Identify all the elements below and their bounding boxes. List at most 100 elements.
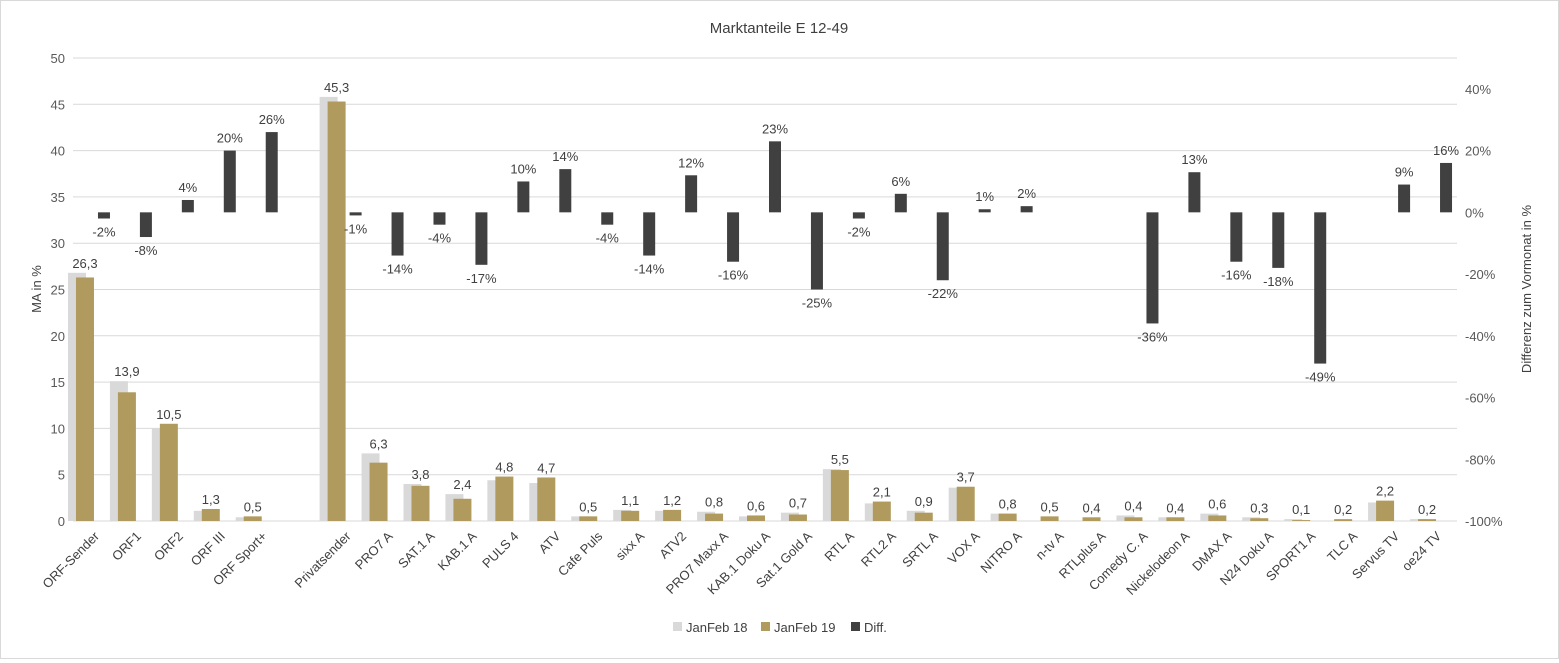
y2-tick-label: 0% <box>1465 205 1484 220</box>
data-label-diff: -14% <box>382 262 413 277</box>
category-label: ATV <box>536 528 564 556</box>
bar-diff <box>139 212 152 238</box>
y2-tick-label: 20% <box>1465 144 1491 159</box>
data-labels: 26,3 -2% 13,9 -8% 10,5 4% 1,3 20% 0,5 26% 45,3 -1% 6… <box>72 80 1459 517</box>
data-label-diff: -49% <box>1305 370 1336 385</box>
data-label-janfeb19: 1,3 <box>202 492 220 507</box>
legend-swatch <box>761 622 770 631</box>
data-label-janfeb19: 1,1 <box>621 493 639 508</box>
data-label-diff: 20% <box>217 131 243 146</box>
data-label-diff: 4% <box>178 180 197 195</box>
y-tick-label: 35 <box>51 190 65 205</box>
bar-janfeb19 <box>1334 519 1353 521</box>
y2-tick-label: -20% <box>1465 267 1496 282</box>
legend-label: JanFeb 19 <box>774 620 835 635</box>
data-label-diff: -14% <box>634 262 665 277</box>
data-label-diff: -4% <box>596 231 620 246</box>
category-label: KAB.1 A <box>435 528 480 573</box>
bar-janfeb19 <box>411 485 430 521</box>
data-label-janfeb19: 0,6 <box>1208 497 1226 512</box>
bar-diff <box>643 212 656 256</box>
bar-diff <box>1230 212 1243 262</box>
category-label: sixx A <box>613 528 648 563</box>
data-label-diff: -17% <box>466 271 497 286</box>
bar-diff <box>349 212 362 216</box>
category-label: ORF1 <box>109 529 144 564</box>
data-label-diff: -2% <box>847 225 871 240</box>
data-label-janfeb19: 3,7 <box>957 470 975 485</box>
y-tick-label: 50 <box>51 51 65 66</box>
data-label-janfeb19: 0,2 <box>1334 502 1352 517</box>
bar-janfeb19 <box>1376 500 1395 521</box>
data-label-diff: -4% <box>428 231 452 246</box>
data-label-diff: -22% <box>928 286 959 301</box>
bar-janfeb19 <box>663 509 682 521</box>
bar-diff <box>727 212 740 262</box>
bar-janfeb19 <box>1082 517 1101 521</box>
bar-janfeb19 <box>914 512 933 521</box>
bar-diff <box>1188 172 1201 213</box>
category-label: ORF2 <box>151 529 186 564</box>
bars <box>67 96 1453 521</box>
data-label-janfeb19: 0,7 <box>789 496 807 511</box>
data-label-diff: 16% <box>1433 143 1459 158</box>
bar-janfeb19 <box>1208 515 1227 521</box>
bar-diff <box>265 132 278 213</box>
data-label-janfeb19: 0,2 <box>1418 502 1436 517</box>
data-label-janfeb19: 0,9 <box>915 494 933 509</box>
bar-diff <box>685 175 698 213</box>
bar-janfeb19 <box>747 515 765 521</box>
bar-diff <box>810 212 823 290</box>
gridlines <box>73 57 1457 522</box>
data-label-janfeb19: 0,8 <box>999 497 1017 512</box>
data-label-janfeb19: 0,6 <box>747 498 765 513</box>
bar-diff <box>1398 184 1411 213</box>
bar-janfeb19 <box>117 392 136 521</box>
y-axis-ticks: 0 5 10 15 20 25 30 35 40 45 50 <box>51 51 65 529</box>
bar-diff <box>978 209 991 213</box>
data-label-janfeb19: 10,5 <box>156 407 181 422</box>
y-tick-label: 0 <box>58 514 65 529</box>
bar-janfeb19 <box>1040 516 1059 521</box>
data-label-janfeb19: 0,4 <box>1124 498 1142 513</box>
data-label-diff: 23% <box>762 121 788 136</box>
data-label-janfeb19: 0,5 <box>579 499 597 514</box>
bar-diff <box>475 212 488 265</box>
data-label-diff: -1% <box>344 221 368 236</box>
bar-janfeb19 <box>830 470 849 521</box>
category-label: RTL2 A <box>858 528 899 569</box>
y-tick-label: 5 <box>58 468 65 483</box>
bar-diff <box>894 193 907 213</box>
y2-axis-ticks: -100% -80% -60% -40% -20% 0% 20% 40% <box>1465 82 1503 529</box>
category-label: NITRO A <box>977 528 1025 576</box>
bar-janfeb19 <box>621 510 640 521</box>
data-label-janfeb19: 4,7 <box>537 460 555 475</box>
category-label: SRTL A <box>899 528 941 570</box>
data-label-diff: 14% <box>552 149 578 164</box>
bar-janfeb19 <box>788 514 807 521</box>
bar-diff <box>559 169 572 213</box>
data-label-janfeb19: 0,3 <box>1250 500 1268 515</box>
bar-janfeb19 <box>201 508 220 521</box>
data-label-diff: -2% <box>92 225 116 240</box>
bar-diff <box>517 181 530 213</box>
data-label-diff: 1% <box>975 189 994 204</box>
data-label-janfeb19: 3,8 <box>411 467 429 482</box>
bar-janfeb19 <box>495 476 514 521</box>
data-label-janfeb19: 0,5 <box>1041 499 1059 514</box>
category-label: n-tv A <box>1033 528 1067 562</box>
chart-title: Marktanteile E 12-49 <box>710 20 848 37</box>
y-tick-label: 25 <box>51 283 65 298</box>
data-label-diff: -8% <box>134 243 158 258</box>
bar-janfeb19 <box>453 498 472 521</box>
category-label: oe24 TV <box>1399 528 1444 573</box>
bar-diff <box>1020 206 1033 213</box>
category-label: ORF-Sender <box>39 528 102 591</box>
bar-janfeb19 <box>956 486 975 521</box>
bar-janfeb19 <box>537 477 556 521</box>
y-tick-label: 15 <box>51 375 65 390</box>
bar-diff <box>433 212 446 225</box>
data-label-janfeb19: 0,5 <box>244 499 262 514</box>
bar-diff <box>936 212 949 281</box>
